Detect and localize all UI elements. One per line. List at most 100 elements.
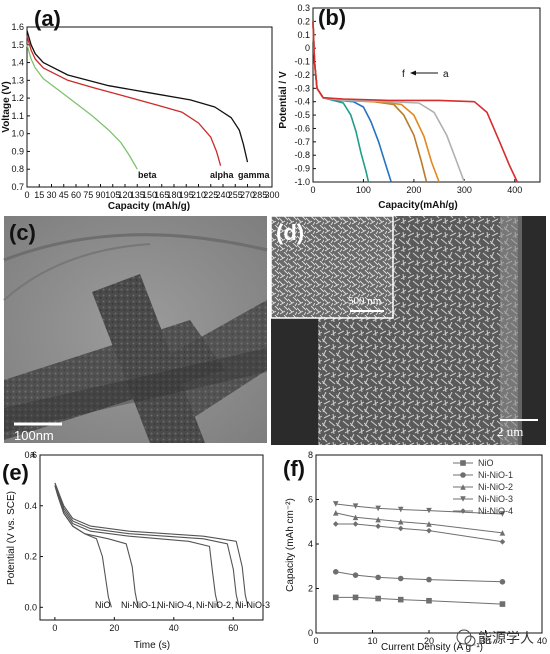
panel-a-x-tick-label: 285 xyxy=(252,190,267,200)
tem-film-arc-2 xyxy=(3,243,151,301)
panel-f-marker-circle xyxy=(352,572,359,578)
panel-a-x-tick-label: 150 xyxy=(142,190,157,200)
panel-e-label: (e) xyxy=(2,460,29,485)
panel-c-label: (c) xyxy=(9,220,36,245)
panel-c-scale-label: 100nm xyxy=(14,428,54,443)
panel-f-marker-square xyxy=(397,596,404,603)
panel-f-marker-circle xyxy=(460,472,466,478)
panel-a-x-tick-label: 60 xyxy=(71,190,81,200)
panel-a-annotation-gamma: gamma xyxy=(238,170,271,180)
panel-b-y-tick-label: -0.7 xyxy=(294,137,310,147)
panel-f-x-tick-label: 40 xyxy=(537,636,547,646)
panel-b-y-tick-label: 0.2 xyxy=(297,16,310,26)
panel-f-y-tick-label: 8 xyxy=(308,450,313,460)
panel-f-marker-square xyxy=(352,594,359,601)
panel-b-x-tick-label: 100 xyxy=(356,185,371,195)
panel-f-ticks: 0 10 20 30 40 0 2 4 6 8 xyxy=(308,450,547,646)
panel-f-marker-triangle-down xyxy=(426,507,432,514)
panel-f-marker-triangle-down xyxy=(460,496,466,502)
sem-inset xyxy=(270,215,394,319)
panel-a-x-tick-label: 15 xyxy=(34,190,44,200)
panel-d-inset-scale-label: 500 nm xyxy=(348,295,382,307)
panel-e-x-tick-label: 0 xyxy=(52,623,57,633)
panel-f-marker-square xyxy=(426,597,432,604)
panel-f-marker-triangle-up xyxy=(460,484,466,490)
panel-b-y-tick-label: -0.6 xyxy=(294,123,310,133)
panel-a-y-tick-label: 0.9 xyxy=(11,146,24,156)
panel-f-x-tick-label: 20 xyxy=(424,636,434,646)
panel-a-x-tick-label: 75 xyxy=(83,190,93,200)
panel-a-x-tick-label: 120 xyxy=(117,190,132,200)
panel-d-scale-label: 2 um xyxy=(497,424,523,439)
tem-nanowire-4 xyxy=(4,348,267,432)
panel-e-x-tick-label: 60 xyxy=(228,623,238,633)
panel-e-series xyxy=(54,482,249,608)
panel-a-y-tick-label: 1.6 xyxy=(11,22,24,32)
panel-e-annotation-ni-nio-1: Ni-NiO-1, xyxy=(121,600,159,610)
arrow-head-icon xyxy=(410,70,416,76)
panel-f-marker-square xyxy=(375,595,381,602)
panel-a-ylabel: Voltage (V) xyxy=(1,81,12,132)
panel-a-plot-frame xyxy=(26,26,273,188)
panel-b-annotation-f: f xyxy=(402,69,405,80)
panel-a-x-tick-label: 255 xyxy=(228,190,243,200)
panel-a-series-line-alpha xyxy=(26,35,222,166)
panel-a-x-tick-label: 165 xyxy=(154,190,169,200)
panel-e-annotation-ni-nio-3: Ni-NiO-3 xyxy=(235,600,270,610)
panel-d-label: (d) xyxy=(276,220,304,245)
panel-e-y-tick-label: 0.0 xyxy=(24,602,37,612)
panel-a: 0 15 30 45 60 75 90 105120135150165180195210225… xyxy=(1,6,280,212)
panel-f-x-tick-label: 30 xyxy=(480,636,490,646)
panel-f-x-tick-label: 10 xyxy=(367,636,377,646)
panel-b-ylabel: Potential / V xyxy=(278,71,289,129)
panel-b-xlabel: Capacity(mAh/g) xyxy=(378,200,457,211)
panel-a-ticks: 0 15 30 45 60 75 90 105120135150165180195210225… xyxy=(11,22,279,200)
panel-b-y-tick-label: -1.0 xyxy=(294,177,310,187)
panel-a-series xyxy=(26,30,249,170)
panel-f-legend: NiO Ni-NiO-1 Ni-NiO-2 Ni-NiO-3 Ni-NiO-4 xyxy=(453,458,513,516)
panel-b-x-tick-label: 200 xyxy=(406,185,421,195)
panel-f-label: (f) xyxy=(283,456,305,481)
panel-b-y-tick-label: -0.3 xyxy=(294,83,310,93)
panel-f-marker-square xyxy=(332,594,339,601)
panel-f-marker-triangle-up xyxy=(352,514,359,521)
panel-a-y-tick-label: 0.8 xyxy=(11,164,24,174)
panel-e-y-tick-label: 0.6 xyxy=(24,450,37,460)
panel-f-marker-circle xyxy=(332,569,339,575)
panel-f-marker-diamond xyxy=(375,523,381,529)
panel-a-series-line-gamma xyxy=(26,30,249,163)
panel-b: 0 100 200 300 400 0.3 0.2 0.1 0 -0.1 -0.2 -0.3 -0.4 -… xyxy=(278,3,541,211)
panel-a-x-tick-label: 135 xyxy=(130,190,145,200)
panel-f-marker-diamond xyxy=(352,521,359,527)
panel-a-y-tick-label: 1.1 xyxy=(11,111,24,121)
panel-a-label: (a) xyxy=(34,6,61,31)
legend-entry-ni-nio-4: Ni-NiO-4 xyxy=(478,506,513,516)
panel-a-x-tick-label: 45 xyxy=(59,190,69,200)
panel-e-xlabel: Time (s) xyxy=(134,640,170,651)
panel-b-y-tick-label: -0.2 xyxy=(294,70,310,80)
panel-f-y-tick-label: 0 xyxy=(308,628,313,638)
panel-e-annotation-ni-nio-4: Ni-NiO-4, xyxy=(157,600,195,610)
panel-e-annotation-ni-nio-2: Ni-NiO-2, xyxy=(196,600,234,610)
panel-a-x-tick-label: 195 xyxy=(179,190,194,200)
panel-f-series-line-ni-nio-4 xyxy=(335,523,503,543)
panel-f-marker-triangle-up xyxy=(375,516,381,523)
watermark: 能源学人 xyxy=(456,629,534,647)
panel-b-y-tick-label: 0 xyxy=(305,43,310,53)
panel-b-series xyxy=(312,21,519,183)
panel-f-marker-triangle-down xyxy=(499,511,506,517)
panel-f-marker-square xyxy=(460,460,466,466)
panel-e-annotation-nio: NiO xyxy=(95,600,111,610)
panel-f-marker-triangle-down xyxy=(352,503,359,509)
panel-f-y-tick-label: 6 xyxy=(308,495,313,505)
legend-entry-ni-nio-1: Ni-NiO-1 xyxy=(478,470,513,480)
panel-e-ticks: 0 20 40 60 0.0 0.2 0.4 0.6 xyxy=(24,450,238,633)
panel-a-annotation-alpha: alpha xyxy=(210,170,235,180)
panel-e-series-line-ni-nio-4 xyxy=(54,485,219,608)
legend-entry-nio: NiO xyxy=(478,458,494,468)
panel-e-ylabel: Potential (V vs. SCE) xyxy=(6,491,17,585)
panel-b-y-tick-label: -0.9 xyxy=(294,164,310,174)
panel-f-series-line-nio xyxy=(335,596,503,605)
panel-b-x-tick-label: 0 xyxy=(310,185,315,195)
